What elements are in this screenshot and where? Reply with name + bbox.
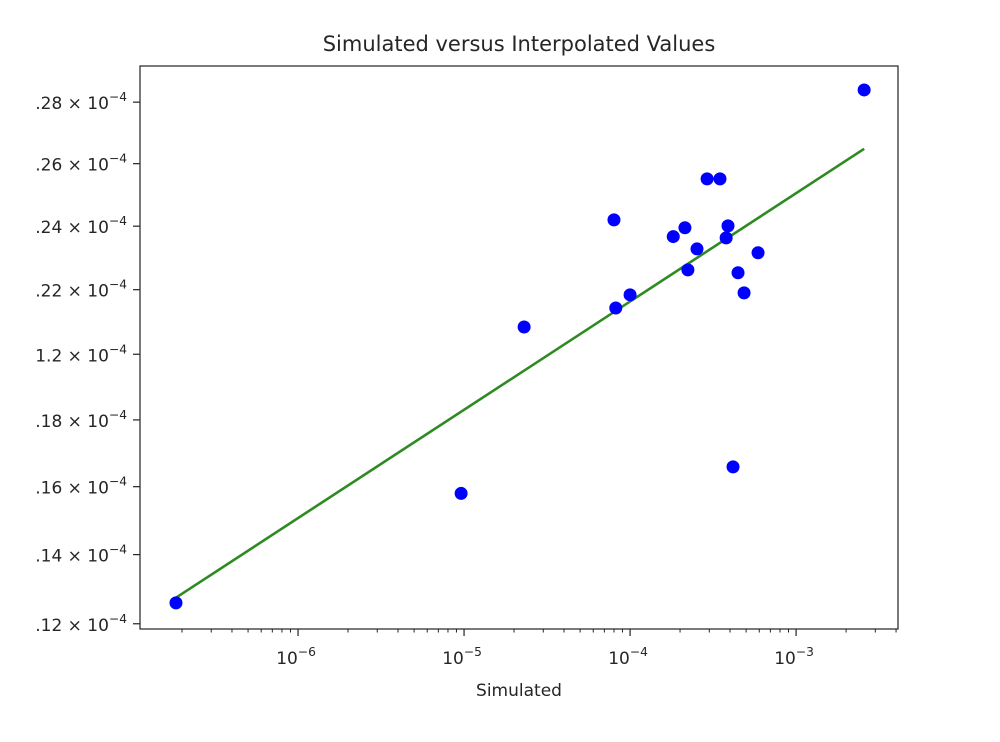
y-tick-label: 1.2 × 10−4 (35, 342, 127, 366)
y-tick-label: .24 × 10−4 (35, 214, 127, 238)
data-point (454, 486, 468, 500)
plot-area (169, 83, 871, 610)
x-tick-label: 10−6 (276, 645, 316, 669)
data-point (607, 213, 621, 227)
data-point (666, 230, 680, 244)
x-tick-label: 10−3 (774, 645, 814, 669)
y-tick-label: .12 × 10−4 (35, 612, 127, 636)
chart-title: Simulated versus Interpolated Values (323, 32, 716, 56)
data-point (726, 460, 740, 474)
data-point (678, 221, 692, 235)
y-axis-ticks: .28 × 10−4 .26 × 10−4 .24 × 10−4 .22 × 10−4… (35, 90, 140, 636)
y-tick-label: .18 × 10−4 (35, 408, 127, 432)
data-point (713, 172, 727, 186)
data-point (857, 83, 871, 97)
x-axis-label: Simulated (476, 681, 562, 701)
data-point (609, 301, 623, 315)
axes-frame (139, 65, 899, 630)
fit-line (175, 147, 865, 599)
x-axis-ticks: 10−6 10−5 10−4 10−3 (181, 629, 897, 669)
data-point (681, 263, 695, 277)
y-tick-label: .26 × 10−4 (35, 152, 127, 176)
y-tick-label: .22 × 10−4 (35, 278, 127, 302)
x-tick-label: 10−5 (442, 645, 482, 669)
data-point (731, 266, 745, 280)
y-tick-label: .16 × 10−4 (35, 475, 127, 499)
data-point (700, 172, 714, 186)
x-tick-label: 10−4 (608, 645, 648, 669)
y-tick-label: .14 × 10−4 (35, 543, 127, 567)
data-point (737, 286, 751, 300)
y-tick-label: .28 × 10−4 (35, 90, 127, 114)
data-point (751, 246, 765, 260)
data-point (169, 596, 183, 610)
data-point (517, 320, 531, 334)
data-point (690, 242, 704, 256)
data-point (721, 219, 735, 233)
data-point (719, 231, 733, 245)
data-point (623, 288, 637, 302)
